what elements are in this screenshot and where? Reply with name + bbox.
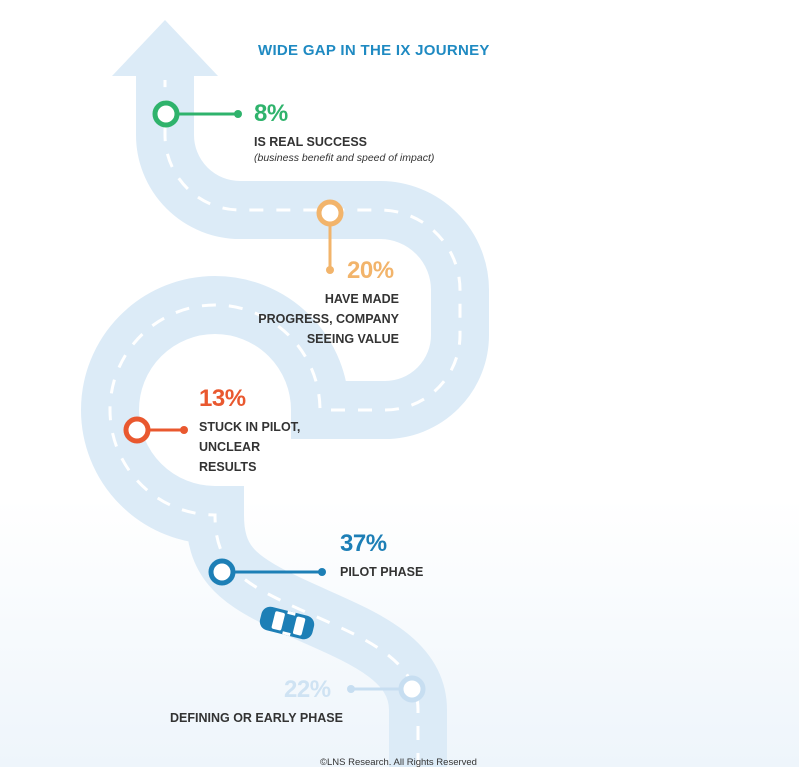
stage-label: HAVE MADE PROGRESS, COMPANY SEEING VALUE [258,292,399,346]
stage-label: DEFINING OR EARLY PHASE [170,711,343,725]
stage-percent: 37% [340,530,387,557]
marker-13 [123,416,188,444]
copyright: ©LNS Research. All Rights Reserved [320,757,477,768]
marker-22 [347,675,426,703]
page-title: WIDE GAP IN THE IX JOURNEY [258,42,490,59]
stage-percent: 22% [284,676,331,703]
stage-percent: 20% [347,257,394,284]
stage-label: STUCK IN PILOT, UNCLEAR RESULTS [199,420,301,474]
stage-label: IS REAL SUCCESS [254,135,367,149]
stage-label: PILOT PHASE [340,565,424,579]
stage-percent: 8% [254,100,288,127]
stage-note: (business benefit and speed of impact) [254,152,435,164]
car-icon [259,606,315,640]
stage-percent: 13% [199,385,246,412]
marker-20 [316,199,344,274]
up-arrow-icon [112,20,218,76]
marker-37 [208,558,326,586]
marker-8 [152,100,242,128]
